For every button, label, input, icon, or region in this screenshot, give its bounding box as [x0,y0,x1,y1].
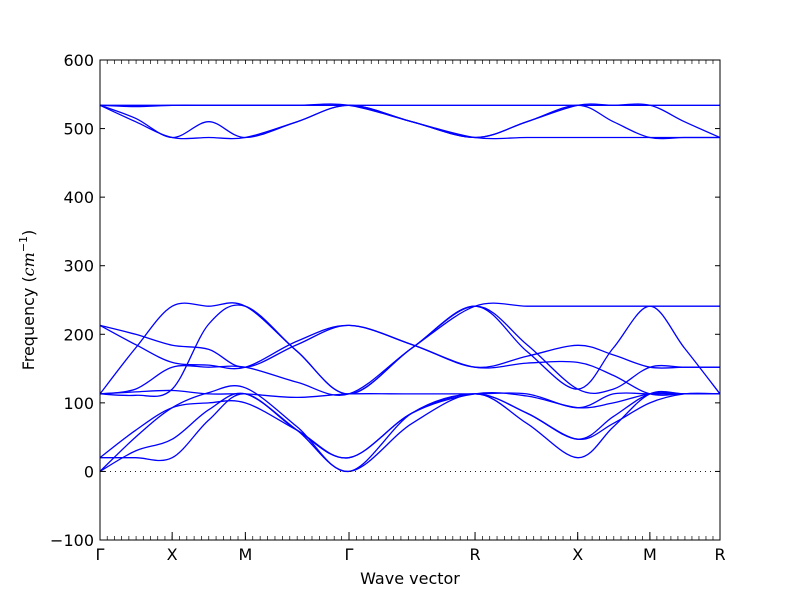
x-tick-label: Γ [96,545,105,564]
x-tick-label: R [469,545,480,564]
x-axis-title: Wave vector [360,569,460,588]
x-tick-label: X [572,545,583,564]
band-series-group [99,103,721,473]
y-axis-title-exponent: −1 [17,236,30,252]
band-line-10 [99,389,720,409]
y-tick-label: −100 [50,531,94,550]
x-tick-label: Γ [345,545,354,564]
y-axis-title-unit: cm [19,252,38,276]
y-axis-title-close: ) [19,230,38,236]
y-tick-label: 400 [63,188,94,207]
x-tick-label: R [714,545,725,564]
plot-frame [99,59,721,541]
y-axis-title: Frequency (cm−1) [17,230,38,371]
x-tick-label: M [643,545,657,564]
y-tick-label: 600 [63,51,94,70]
x-tick-label: X [167,545,178,564]
y-tick-label: 500 [63,120,94,139]
band-line-13 [99,390,720,473]
y-tick-label: 0 [84,462,94,481]
plot-area [100,60,720,540]
y-tick-label: 300 [63,257,94,276]
y-tick-label: 100 [63,394,94,413]
band-line-6 [99,324,720,396]
band-line-14 [99,385,720,473]
y-axis-title-main: Frequency ( [19,276,38,370]
y-axis-ticks: −100 0 100 200 300 400 500 600 [50,51,720,550]
band-line-4 [99,104,720,140]
band-line-9 [99,304,721,398]
x-tick-label: M [238,545,252,564]
y-tick-label: 200 [63,325,94,344]
